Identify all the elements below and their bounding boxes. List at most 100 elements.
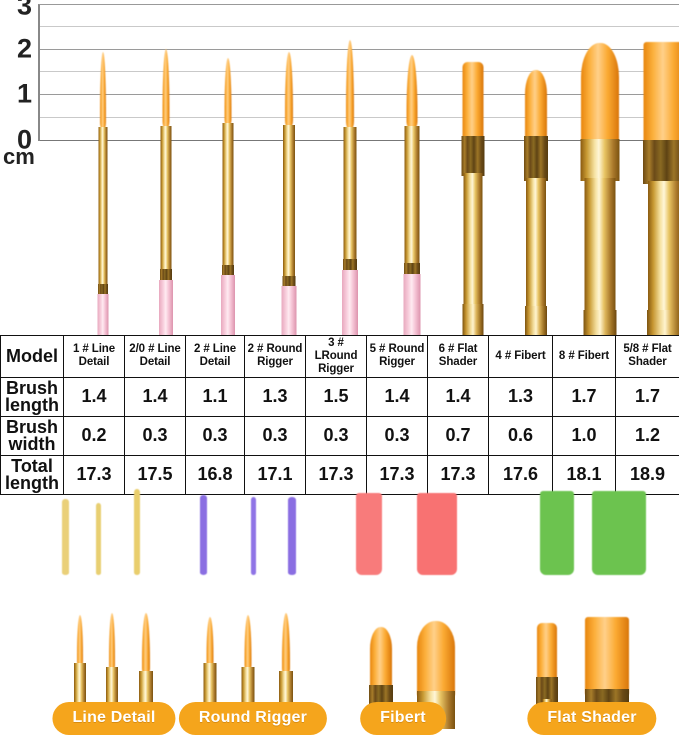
- group-label-fibert[interactable]: Fibert: [360, 702, 446, 735]
- model-line-1: 4 # Fibert: [495, 349, 546, 362]
- model-line-2: Detail: [139, 356, 171, 369]
- brush-length-7: 1.4: [427, 376, 489, 417]
- model-cell-4: 2 # Round Rigger: [244, 335, 306, 378]
- group-label-line-detail[interactable]: Line Detail: [52, 702, 176, 735]
- group-label-flat-shader[interactable]: Flat Shader: [527, 702, 657, 735]
- handle: [462, 304, 484, 336]
- bristle-tip: [643, 42, 679, 144]
- model-cell-5: 3 # LRound Rigger: [305, 335, 367, 378]
- bristle-tip: [100, 52, 106, 130]
- gridline-2: [40, 49, 679, 50]
- model-line-2: Rigger: [379, 356, 415, 369]
- bristle-tip: [77, 615, 83, 667]
- table-row-total-length: Total length 17.3 17.5 16.8 17.1 17.3 17…: [0, 454, 679, 495]
- brush-length-2: 1.4: [124, 376, 186, 417]
- brush-8-fibert: [572, 0, 628, 336]
- brush-width-8: 0.6: [488, 415, 553, 456]
- row-header-line-2: width: [8, 433, 56, 454]
- swatch-stroke-1: [62, 499, 69, 575]
- ferrule: [160, 126, 172, 274]
- total-length-8: 17.6: [488, 454, 553, 495]
- row-header-line-2: length: [5, 394, 59, 415]
- brush-lineup: [38, 0, 679, 336]
- bristle-tip: [109, 613, 115, 671]
- brush-width-3: 0.3: [185, 415, 245, 456]
- handle: [647, 310, 679, 336]
- total-length-7: 17.3: [427, 454, 489, 495]
- model-line-2: Detail: [199, 356, 231, 369]
- row-header-line-1: Total: [11, 455, 53, 476]
- table-row-brush-length: Brush length 1.4 1.4 1.1 1.3 1.5 1.4 1.4…: [0, 376, 679, 417]
- brush-width-4: 0.3: [244, 415, 306, 456]
- brush-width-6: 0.3: [366, 415, 428, 456]
- y-tick-0: 0: [16, 124, 32, 155]
- model-cell-3: 2 # Line Detail: [185, 335, 245, 378]
- group-flat-shader: Flat Shader: [520, 578, 679, 747]
- table-row-brush-width: Brush width 0.2 0.3 0.3 0.3 0.3 0.3 0.7 …: [0, 415, 679, 456]
- brush-3-lround-rigger: [334, 0, 366, 336]
- ferrule-shaft: [584, 178, 616, 314]
- brush-length-8: 1.3: [488, 376, 553, 417]
- row-header-total-length: Total length: [0, 454, 64, 495]
- brush-5-round-rigger: [395, 0, 429, 336]
- ferrule-crimp: [524, 136, 548, 181]
- model-cell-1: 1 # Line Detail: [63, 335, 125, 378]
- swatch-stroke-10: [592, 491, 646, 575]
- handle: [342, 270, 358, 336]
- bristle-tip: [585, 617, 629, 695]
- y-tick-2: 2: [16, 33, 32, 64]
- model-line-2: Rigger: [257, 356, 293, 369]
- model-cell-7: 6 # Flat Shader: [427, 335, 489, 378]
- bristle-tip: [581, 43, 619, 143]
- brush-length-9: 1.7: [552, 376, 616, 417]
- table-row-model: Model 1 # Line Detail 2/0 # Line Detail …: [0, 335, 679, 378]
- ferrule: [580, 139, 620, 181]
- model-cell-6: 5 # Round Rigger: [366, 335, 428, 378]
- chart-plot-area: [38, 4, 679, 141]
- model-line-1: 5/8 # Flat: [623, 343, 672, 356]
- group-line-detail: Line Detail: [20, 578, 180, 747]
- brush-length-1: 1.4: [63, 376, 125, 417]
- model-cell-10: 5/8 # Flat Shader: [615, 335, 679, 378]
- bristle-tip: [417, 621, 455, 697]
- group-label-round-rigger[interactable]: Round Rigger: [178, 702, 328, 735]
- paint-swatches: [0, 487, 679, 575]
- handle: [525, 306, 547, 336]
- model-line-1: 1 # Line: [72, 343, 116, 356]
- row-header-line-1: Brush: [5, 377, 58, 398]
- model-line-1: 2 # Line: [193, 343, 237, 356]
- model-line-2: Shader: [628, 356, 667, 369]
- brush-length-5: 1.5: [305, 376, 367, 417]
- row-header-line-2: length: [5, 472, 59, 493]
- bristle-tip: [142, 613, 150, 675]
- handle: [159, 280, 173, 336]
- brush-2-0-line-detail: [151, 0, 181, 336]
- brush-1-line-detail: [90, 0, 116, 336]
- brush-width-5: 0.3: [305, 415, 367, 456]
- brush-5-8-flat-shader: [636, 0, 679, 336]
- model-cell-2: 2/0 # Line Detail: [124, 335, 186, 378]
- gridline-0_5: [40, 117, 679, 118]
- total-length-4: 17.1: [244, 454, 306, 495]
- total-length-9: 18.1: [552, 454, 616, 495]
- y-tick-1: 1: [16, 78, 32, 109]
- row-header-line-1: Brush: [5, 416, 58, 437]
- model-line-1: 6 # Flat: [438, 343, 478, 356]
- ferrule: [526, 178, 546, 310]
- bristle-tip: [162, 49, 170, 129]
- swatch-stroke-7: [356, 493, 382, 575]
- ferrule-crimp: [98, 284, 108, 298]
- total-length-3: 16.8: [185, 454, 245, 495]
- ferrule: [98, 127, 108, 289]
- model-cell-8: 4 # Fibert: [488, 335, 553, 378]
- brush-length-4: 1.3: [244, 376, 306, 417]
- swatch-stroke-3: [134, 489, 140, 575]
- handle: [403, 274, 421, 336]
- brush-length-3: 1.1: [185, 376, 245, 417]
- measurement-chart: 3 2 1 0 cm: [0, 0, 679, 336]
- row-header-brush-width: Brush width: [0, 415, 64, 456]
- unit-label: cm: [3, 144, 35, 169]
- ferrule-crimp: [461, 136, 485, 176]
- gridline-0: [40, 140, 679, 141]
- total-length-6: 17.3: [366, 454, 428, 495]
